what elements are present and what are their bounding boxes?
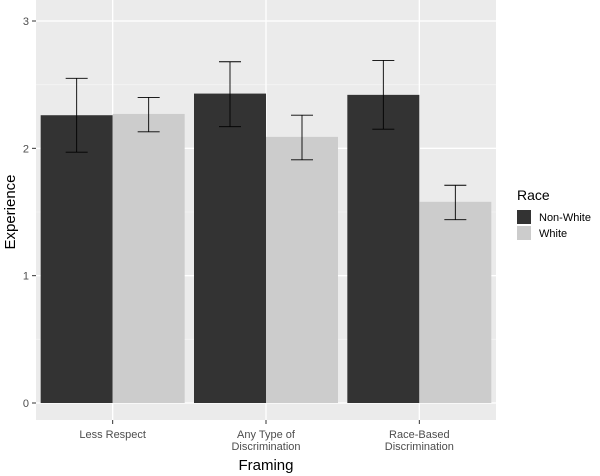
y-tick-label: 2 [23, 143, 29, 155]
bar-white-0 [112, 113, 185, 403]
x-tick-label-line: Less Respect [79, 429, 146, 441]
x-tick-label: Race-Based Discrimination [385, 429, 454, 453]
legend: Race Non-White White [517, 187, 591, 240]
x-axis: Less Respect Any Type of DiscriminationRac… [79, 420, 454, 453]
error-bars [65, 60, 467, 221]
bars [40, 93, 492, 403]
legend-swatch-white [517, 226, 531, 240]
error-bar-non-white-2 [372, 60, 395, 130]
bar-white-1 [266, 136, 338, 403]
y-axis-title: Experience [2, 174, 19, 249]
y-tick-label: 0 [23, 398, 29, 410]
x-tick-label-line: Discrimination [231, 441, 300, 453]
legend-swatch-non-white [517, 210, 531, 224]
error-bar-non-white-0 [65, 77, 88, 153]
x-tick-label-line: Any Type of [237, 429, 296, 441]
x-tick-label: Any Type of Discrimination [231, 429, 300, 453]
bar-white-2 [419, 201, 492, 403]
error-bar-non-white-1 [219, 61, 241, 128]
x-tick-label-line: Race-Based [389, 429, 450, 441]
error-bar-white-0 [137, 96, 160, 133]
bar-non-white-2 [347, 94, 420, 403]
x-axis-title: Framing [238, 457, 293, 474]
y-tick-label: 1 [23, 271, 29, 283]
legend-title: Race [517, 187, 550, 203]
x-tick-label-line: Discrimination [385, 441, 454, 453]
bar-non-white-0 [40, 115, 113, 403]
y-axis: 0 1 2 3 [23, 16, 36, 410]
legend-label-non-white: Non-White [539, 212, 591, 224]
legend-label-white: White [539, 228, 567, 240]
x-tick-label: Less Respect [79, 429, 146, 441]
error-bar-white-2 [444, 184, 467, 221]
error-bar-white-1 [291, 114, 313, 161]
y-tick-label: 3 [23, 16, 29, 28]
bar-non-white-1 [194, 93, 266, 403]
